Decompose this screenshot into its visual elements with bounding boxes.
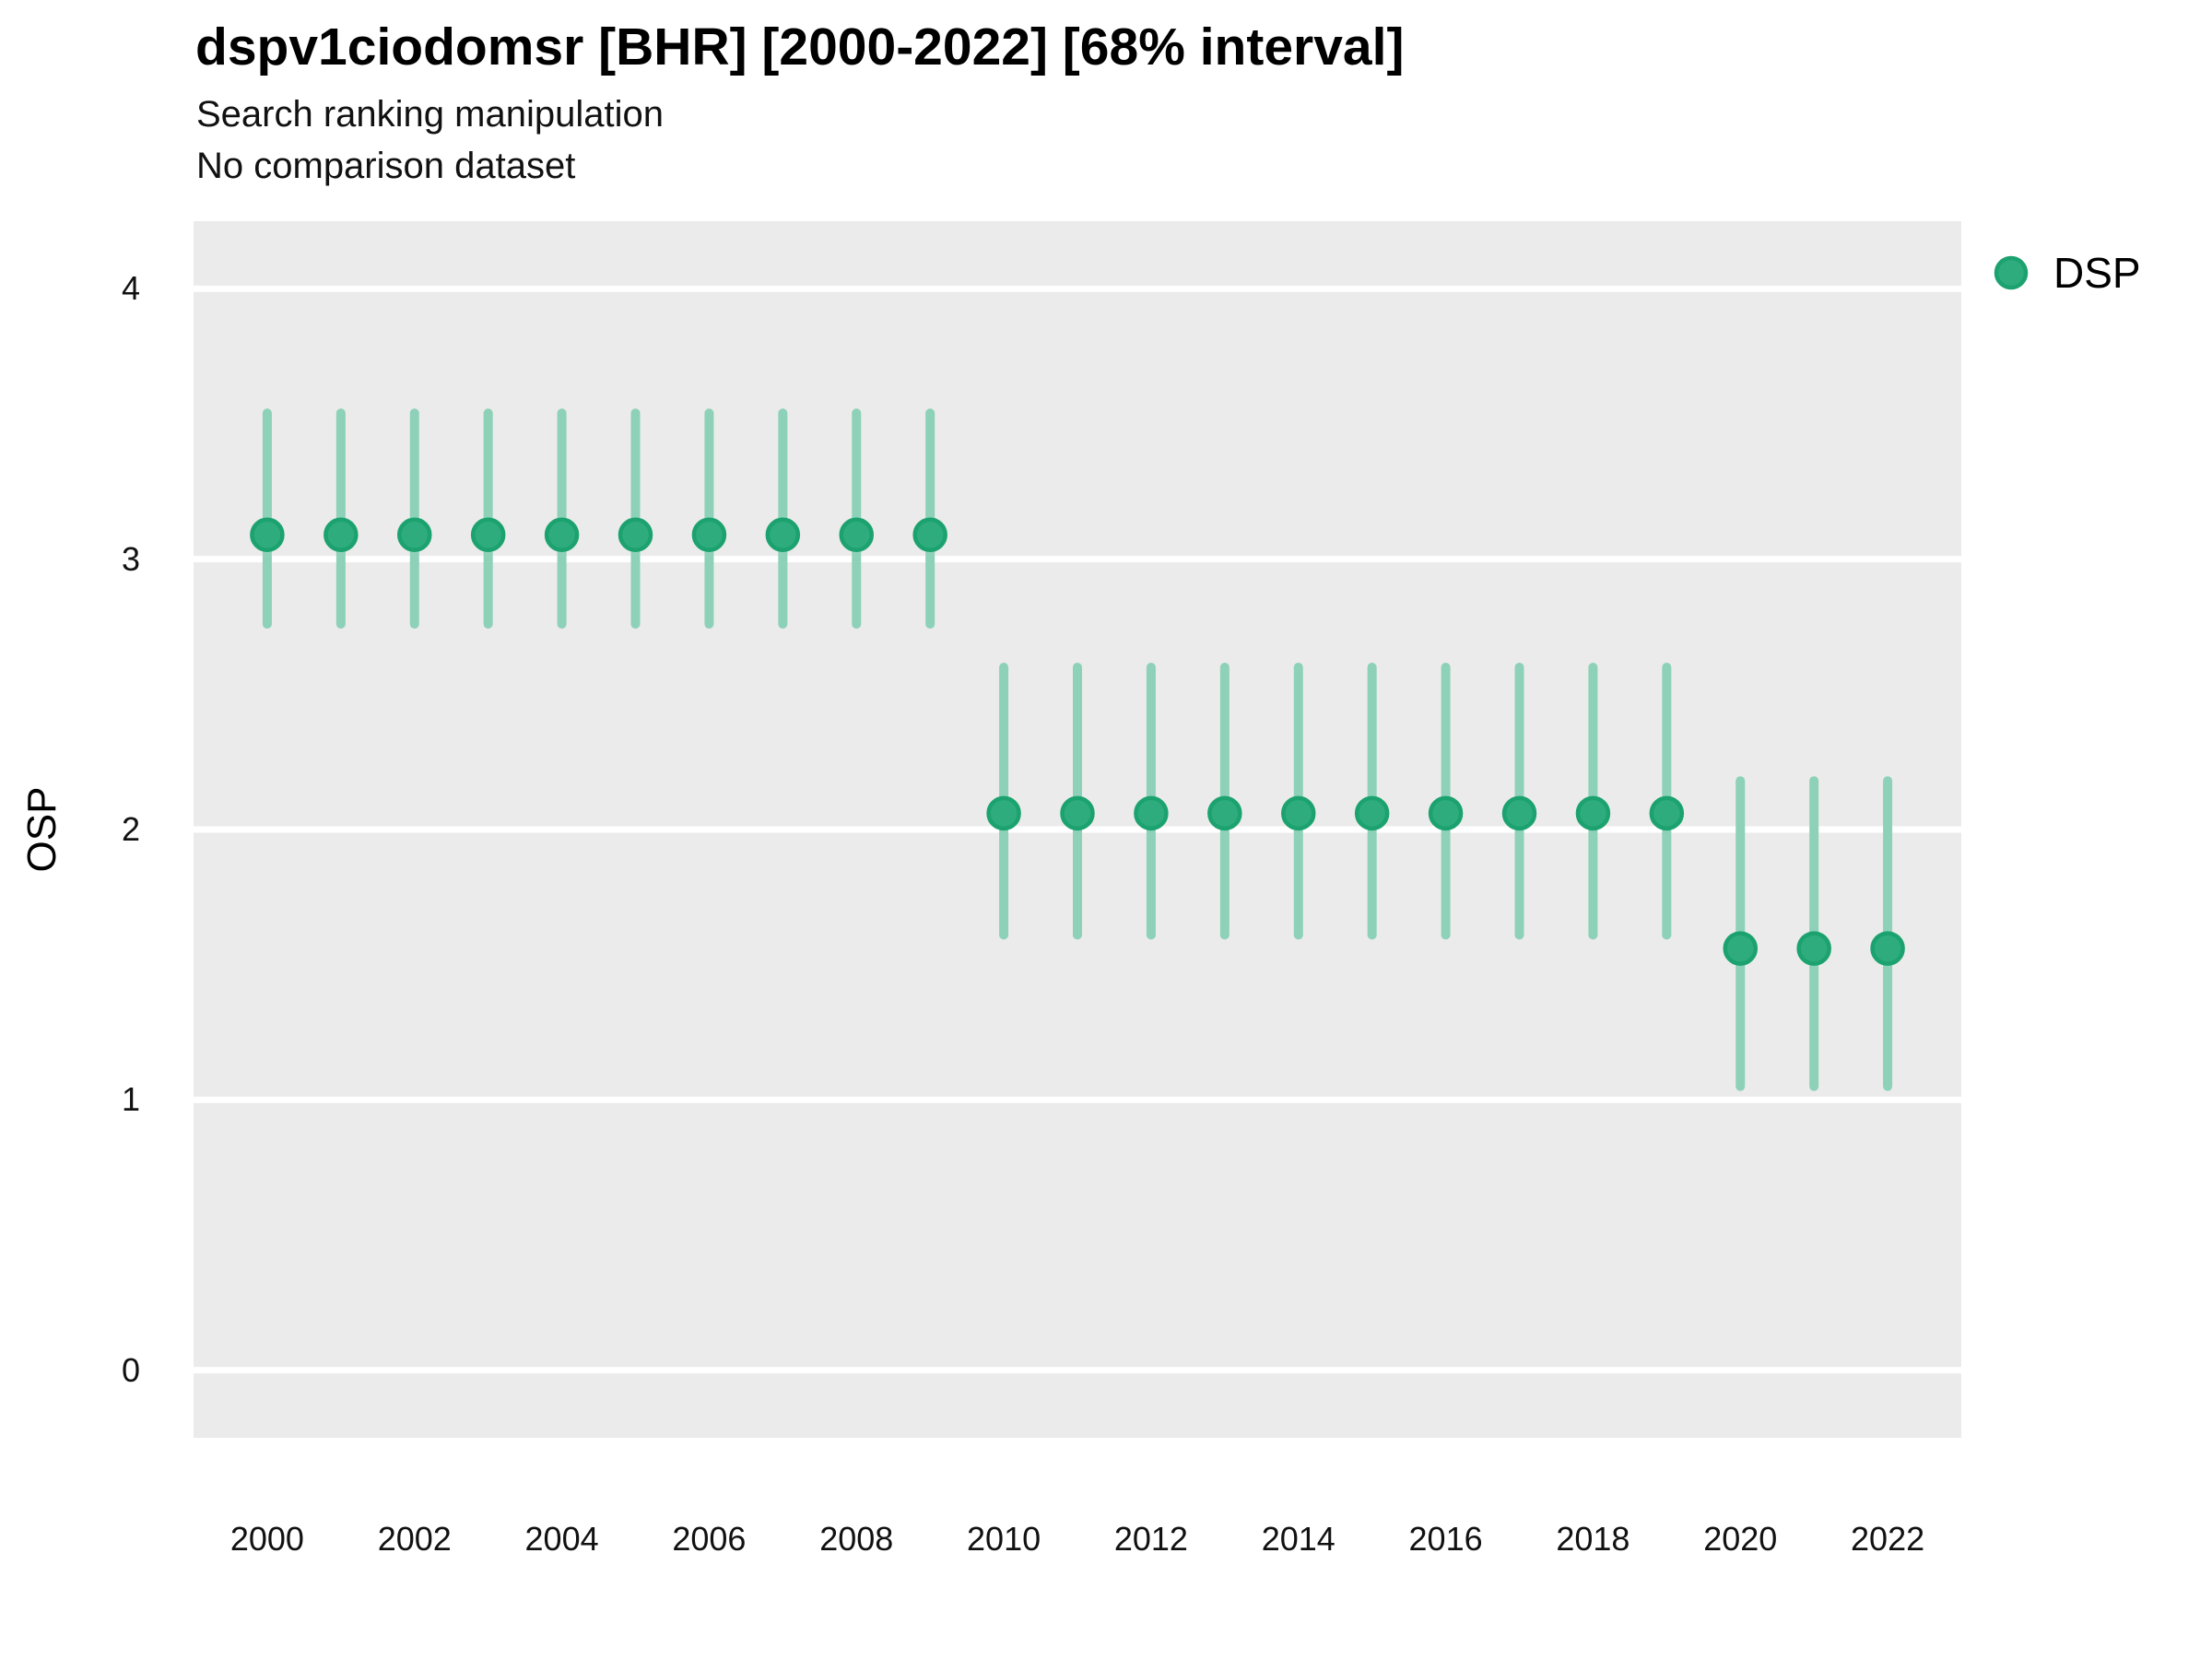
x-tick-label-2014: 2014 xyxy=(1261,1520,1335,1558)
legend-point-icon xyxy=(1994,255,2029,290)
x-tick-label-2010: 2010 xyxy=(967,1520,1041,1558)
x-tick-label-2004: 2004 xyxy=(524,1520,599,1558)
data-point-2003 xyxy=(470,517,506,553)
x-tick-label-2022: 2022 xyxy=(1851,1520,1925,1558)
data-point-2013 xyxy=(1207,795,1242,831)
chart-caption: No comparison dataset xyxy=(196,146,576,186)
data-point-2019 xyxy=(1649,795,1685,831)
y-tick-label-2: 2 xyxy=(121,810,140,848)
legend-label: DSP xyxy=(2053,249,2141,297)
legend: DSP xyxy=(1987,249,2141,297)
x-tick-label-2012: 2012 xyxy=(1113,1520,1188,1558)
data-point-2014 xyxy=(1281,795,1316,831)
data-point-2018 xyxy=(1575,795,1611,831)
data-point-2009 xyxy=(912,517,947,553)
y-tick-label-0: 0 xyxy=(121,1350,140,1389)
data-point-2007 xyxy=(765,517,801,553)
y-tick-label-4: 4 xyxy=(121,269,140,308)
y-tick-label-3: 3 xyxy=(121,539,140,578)
x-tick-label-2018: 2018 xyxy=(1556,1520,1630,1558)
x-tick-label-2008: 2008 xyxy=(819,1520,894,1558)
y-tick-label-1: 1 xyxy=(121,1080,140,1119)
data-point-2005 xyxy=(618,517,653,553)
data-point-2022 xyxy=(1870,931,1905,966)
x-tick-label-2016: 2016 xyxy=(1408,1520,1483,1558)
data-point-2004 xyxy=(544,517,580,553)
x-tick-label-2006: 2006 xyxy=(672,1520,747,1558)
data-point-2021 xyxy=(1796,931,1831,966)
x-tick-label-2000: 2000 xyxy=(229,1520,304,1558)
data-point-2015 xyxy=(1354,795,1390,831)
data-point-2017 xyxy=(1501,795,1537,831)
data-point-2012 xyxy=(1134,795,1169,831)
data-point-2001 xyxy=(324,517,359,553)
data-point-2002 xyxy=(397,517,432,553)
data-point-2020 xyxy=(1723,931,1758,966)
data-point-2000 xyxy=(250,517,285,553)
chart-title: dspv1ciodomsr [BHR] [2000-2022] [68% int… xyxy=(195,18,1405,76)
x-tick-label-2020: 2020 xyxy=(1703,1520,1778,1558)
data-point-2011 xyxy=(1060,795,1095,831)
data-point-2016 xyxy=(1428,795,1464,831)
chart-subtitle: Search ranking manipulation xyxy=(196,94,664,135)
y-axis-title: OSP xyxy=(19,786,65,873)
data-point-2008 xyxy=(839,517,874,553)
data-point-2006 xyxy=(691,517,727,553)
x-tick-label-2002: 2002 xyxy=(377,1520,452,1558)
data-point-2010 xyxy=(986,795,1021,831)
